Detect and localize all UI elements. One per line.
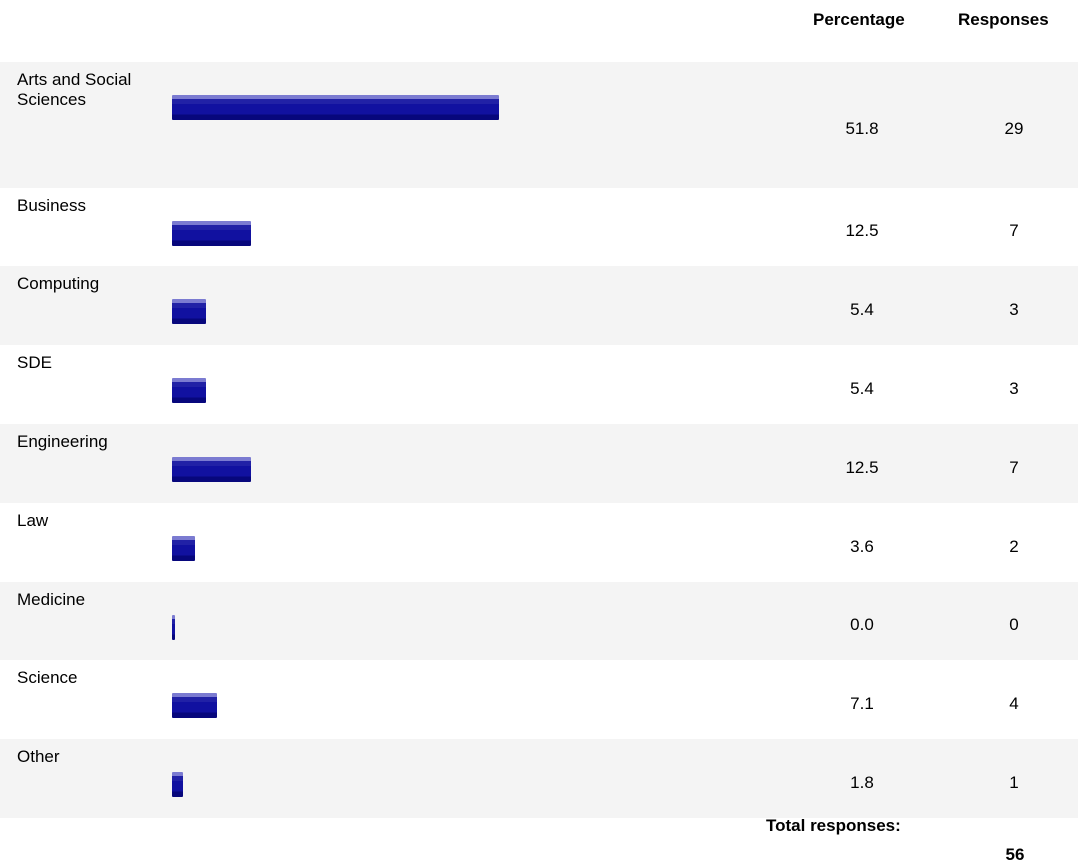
percentage-value: 12.5 <box>845 221 879 240</box>
bar <box>172 457 251 482</box>
table-row: Computing 5.4 3 <box>0 266 1078 345</box>
table-row: Medicine 0.0 0 <box>0 582 1078 660</box>
percentage-value: 12.5 <box>845 458 879 477</box>
bar <box>172 378 206 403</box>
category-label: Business <box>17 196 86 215</box>
table-row: Engineering 12.5 7 <box>0 424 1078 503</box>
responses-value: 4 <box>1009 694 1019 713</box>
bar <box>172 615 175 640</box>
table-row: Other 1.8 1 <box>0 739 1078 818</box>
responses-column-header: Responses <box>958 10 1049 29</box>
responses-value: 0 <box>1009 615 1019 634</box>
category-label: SDE <box>17 353 52 372</box>
category-label: Law <box>17 511 49 530</box>
bar <box>172 95 499 120</box>
bar <box>172 221 251 246</box>
responses-value: 1 <box>1009 773 1019 792</box>
total-responses-value: 56 <box>1005 845 1025 864</box>
category-label: Arts and Social Sciences <box>17 70 132 109</box>
total-responses-label: Total responses: <box>766 816 901 835</box>
table-row: SDE 5.4 3 <box>0 345 1078 424</box>
percentage-value: 1.8 <box>850 773 874 792</box>
category-label: Engineering <box>17 432 108 451</box>
category-label: Computing <box>17 274 100 293</box>
responses-value: 7 <box>1009 458 1019 477</box>
results-rows: Arts and Social Sciences 51.8 29 Business 12… <box>0 62 1078 818</box>
percentage-value: 51.8 <box>845 119 879 138</box>
percentage-value: 5.4 <box>850 379 874 398</box>
percentage-value: 3.6 <box>850 537 874 556</box>
responses-value: 3 <box>1009 379 1019 398</box>
responses-value: 7 <box>1009 221 1019 240</box>
bar <box>172 693 217 718</box>
responses-value: 29 <box>1004 119 1024 138</box>
category-label: Science <box>17 668 78 687</box>
category-label: Other <box>17 747 60 766</box>
percentage-column-header: Percentage <box>813 10 905 29</box>
responses-value: 2 <box>1009 537 1019 556</box>
table-row: Business 12.5 7 <box>0 188 1078 266</box>
category-label: Medicine <box>17 590 86 609</box>
table-row: Science 7.1 4 <box>0 660 1078 739</box>
percentage-value: 7.1 <box>850 694 874 713</box>
bar <box>172 772 183 797</box>
bar <box>172 299 206 324</box>
responses-value: 3 <box>1009 300 1019 319</box>
table-row: Arts and Social Sciences 51.8 29 <box>0 62 1078 188</box>
bar <box>172 536 195 561</box>
percentage-value: 0.0 <box>850 615 874 634</box>
table-row: Law 3.6 2 <box>0 503 1078 582</box>
percentage-value: 5.4 <box>850 300 874 319</box>
